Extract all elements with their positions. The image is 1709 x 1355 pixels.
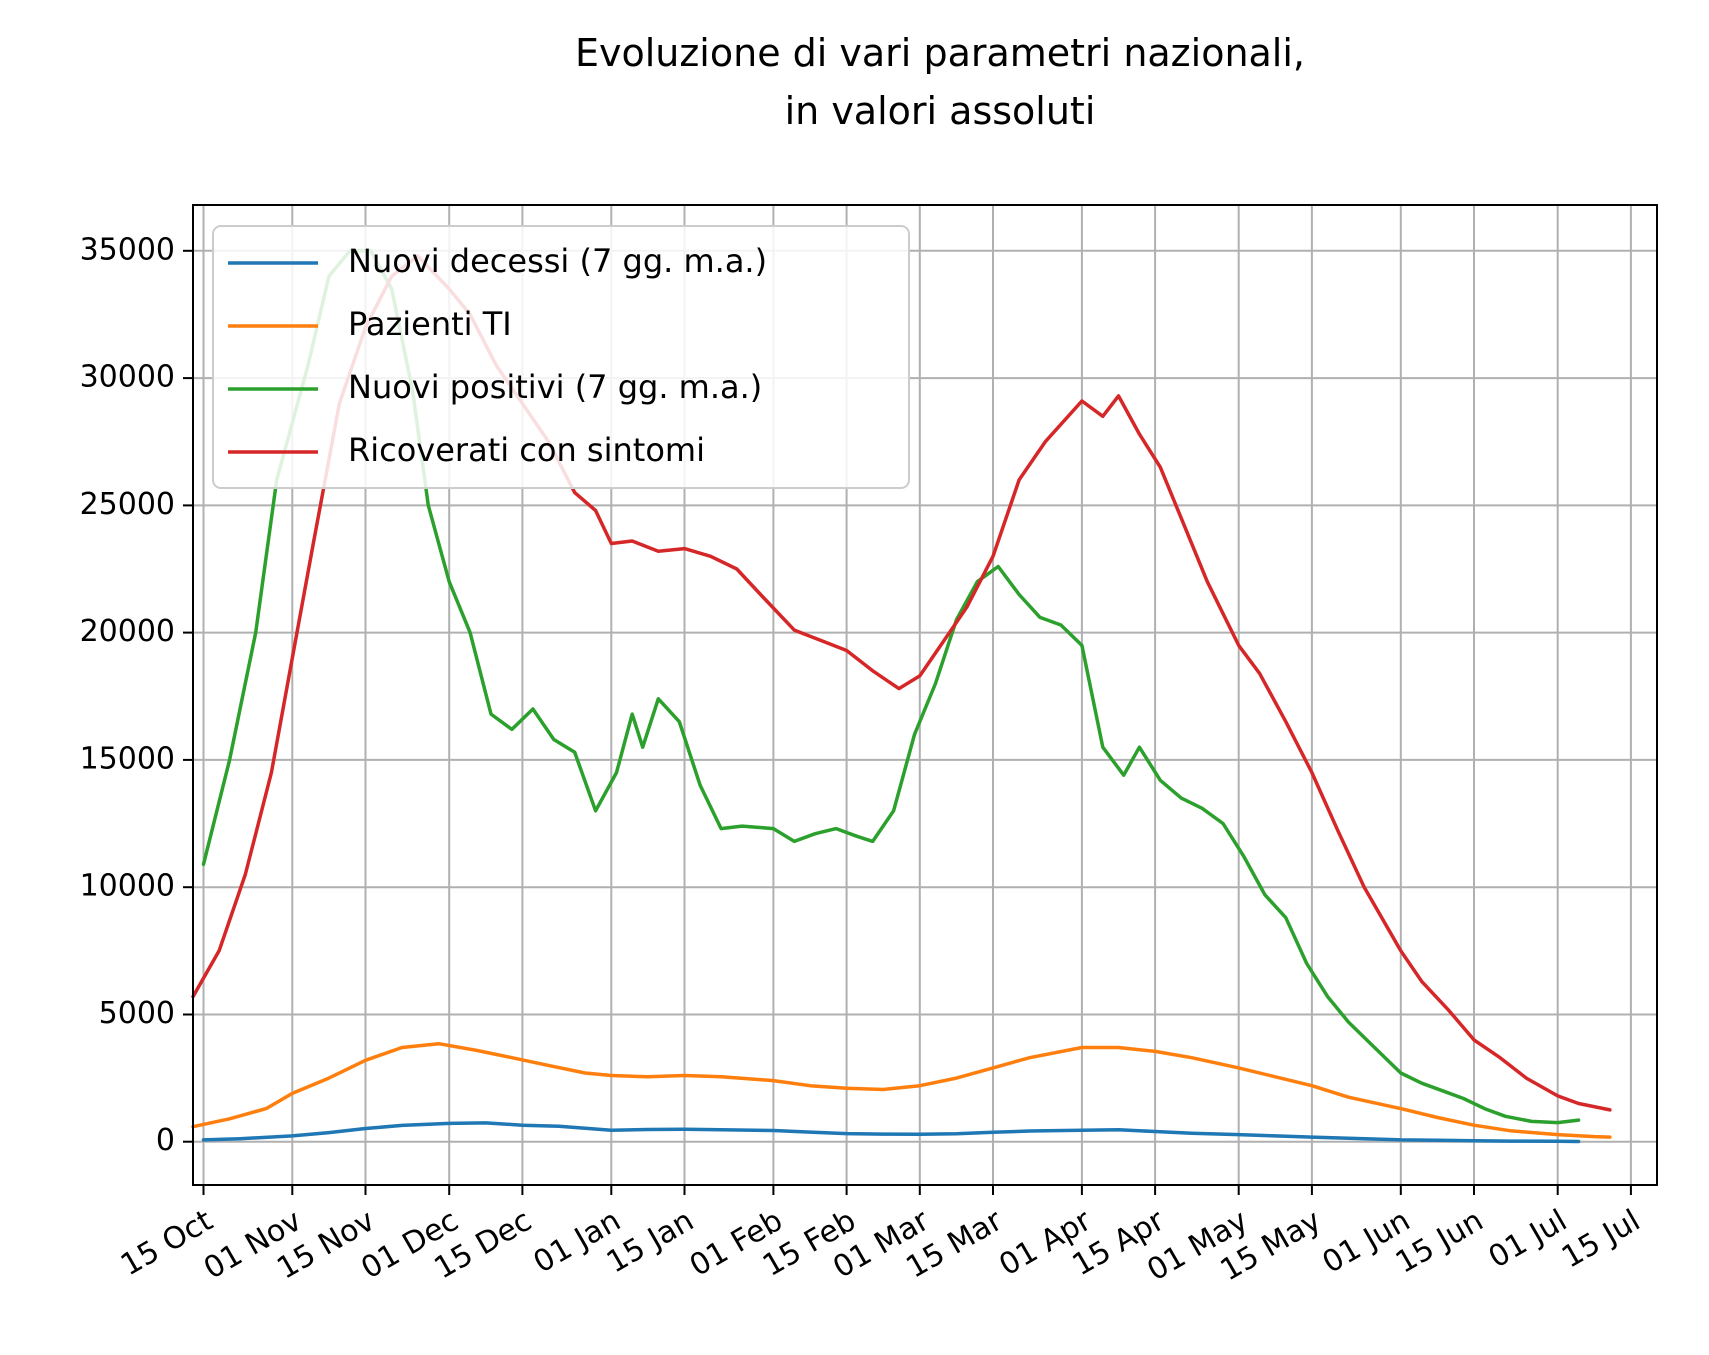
legend-label-4: Ricoverati con sintomi <box>348 431 705 469</box>
series-line-2 <box>191 1041 1612 1139</box>
y-tick-label: 35000 <box>80 232 175 267</box>
plot-frame <box>192 204 1658 1186</box>
chart-title-line-2: in valori assoluti <box>785 89 1096 133</box>
legend-label-2: Pazienti TI <box>348 305 512 343</box>
legend: Nuovi decessi (7 gg. m.a.) Pazienti TI Nuo… <box>212 225 910 489</box>
legend-label-3: Nuovi positivi (7 gg. m.a.) <box>348 368 762 406</box>
y-tick-label: 30000 <box>80 360 175 395</box>
y-axis: 0 5000 10000 15000 20000 25000 30000 35000 <box>80 232 193 1158</box>
legend-label-1: Nuovi decessi (7 gg. m.a.) <box>348 242 767 280</box>
y-tick-label: 5000 <box>99 996 175 1031</box>
series-line-3 <box>201 249 1581 1125</box>
series-line-1 <box>201 1121 1581 1144</box>
y-tick-label: 0 <box>156 1123 175 1158</box>
y-tick-label: 15000 <box>80 741 175 776</box>
y-tick-label: 25000 <box>80 487 175 522</box>
y-tick-label: 10000 <box>80 869 175 904</box>
legend-box <box>212 225 910 489</box>
chart-title-line-1: Evoluzione di vari parametri nazionali, <box>575 31 1305 75</box>
y-tick-label: 20000 <box>80 614 175 649</box>
